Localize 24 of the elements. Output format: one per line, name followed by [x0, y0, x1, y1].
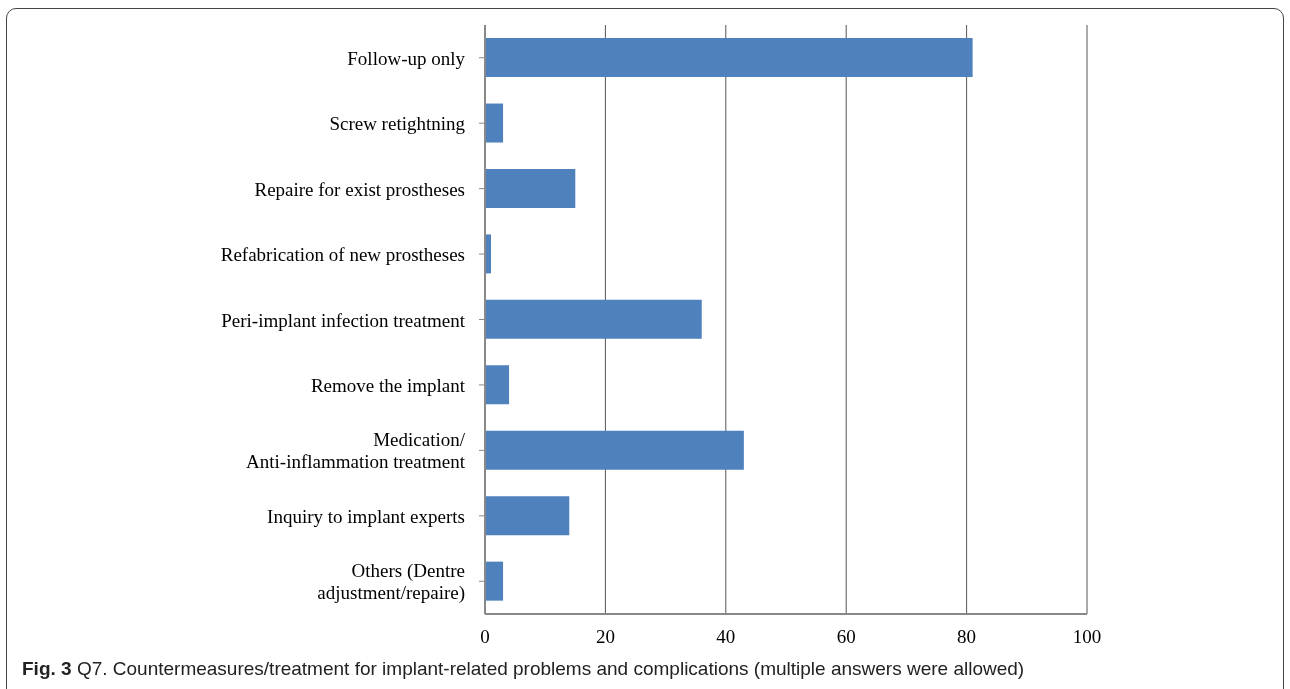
x-tick-label: 100	[1072, 626, 1102, 648]
bar	[485, 299, 702, 339]
y-tick-label: Follow-up only	[347, 47, 466, 69]
y-tick-label: Medication/ Anti-inflammation treatment	[246, 428, 466, 472]
x-tick-label: 80	[957, 626, 977, 648]
bar	[485, 496, 570, 536]
y-tick-label: Remove the implant	[310, 374, 466, 396]
x-tick-label: 40	[716, 626, 736, 648]
bar	[485, 430, 744, 470]
y-tick-label: Screw retightning	[329, 112, 466, 134]
y-tick-label: Repaire for exist prostheses	[254, 178, 465, 200]
y-tick-label: Peri-implant infection treatment	[221, 309, 466, 330]
bar	[485, 365, 510, 405]
y-tick-label: Refabrication of new prostheses	[220, 243, 465, 265]
y-tick-label: Inquiry to implant experts	[267, 505, 465, 527]
bar	[485, 561, 504, 601]
bar	[485, 38, 973, 78]
x-tick-label: 20	[595, 626, 615, 648]
y-tick-label: Others (Dentre adjustment/repaire)	[317, 559, 465, 604]
caption: Fig. 3 Q7. Countermeasures/treatment for implant-related problems and complications (multiple answers were allowed)	[22, 658, 1025, 680]
bar	[485, 168, 576, 208]
bar	[485, 103, 504, 143]
x-tick-label: 60	[836, 626, 856, 648]
x-tick-label: 0	[480, 626, 490, 648]
